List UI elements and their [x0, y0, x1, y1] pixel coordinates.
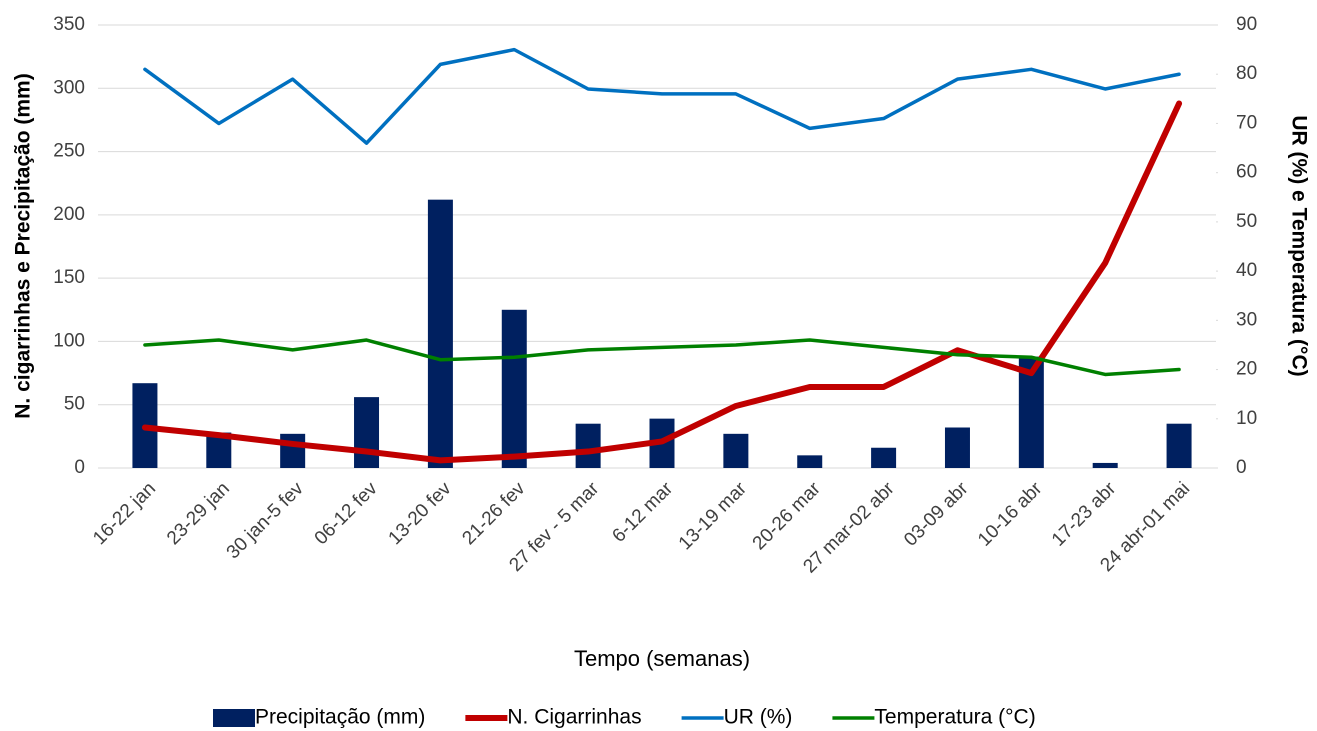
y-tick-label: 200 — [53, 204, 85, 225]
x-tick-label: 06-12 fev — [311, 478, 382, 549]
x-tick-label: 10-16 abr — [974, 478, 1047, 551]
y-tick-label: 350 — [53, 14, 85, 35]
legend-label: Temperatura (°C) — [874, 706, 1035, 729]
line — [141, 100, 1183, 464]
bar — [871, 447, 897, 468]
y-tick-label: 150 — [53, 267, 85, 288]
y-tick-label: 250 — [53, 141, 85, 162]
x-tick-label: 17-23 abr — [1048, 478, 1121, 551]
y-tick-label: 300 — [53, 77, 85, 98]
legend-swatch — [213, 709, 255, 727]
bar — [944, 427, 970, 468]
y2-axis-title: UR (%) e Temperatura (°C) — [1287, 115, 1310, 376]
y-tick-label: 0 — [74, 457, 85, 478]
y2-tick-label: 50 — [1236, 211, 1257, 232]
bar — [280, 433, 306, 468]
x-tick-label: 13-20 fev — [385, 478, 456, 549]
y2-tick-label: 30 — [1236, 309, 1257, 330]
y2-tick-label: 90 — [1236, 14, 1257, 35]
bar — [575, 423, 601, 468]
legend-label: N. Cigarrinhas — [507, 706, 641, 729]
x-tick-label: 21-26 fev — [458, 478, 529, 549]
y2-tick-label: 80 — [1236, 63, 1257, 84]
y2-tick-label: 60 — [1236, 162, 1257, 183]
bar — [501, 309, 527, 468]
legend: Precipitação (mm) N. Cigarrinhas UR (%) Tem… — [213, 706, 1036, 729]
x-tick-label: 16-22 jan — [89, 478, 160, 549]
x-tick-label: 13-19 mar — [675, 478, 752, 555]
y-tick-label: 100 — [53, 330, 85, 351]
legend-label: Precipitação (mm) — [255, 706, 425, 729]
x-tick-label: 20-26 mar — [749, 478, 826, 555]
legend-label: UR (%) — [724, 706, 793, 729]
x-axis-title: Tempo (semanas) — [574, 646, 750, 671]
line — [143, 47, 1181, 145]
line — [143, 338, 1181, 377]
x-tick-label: 6-12 mar — [608, 478, 677, 547]
bar — [354, 397, 380, 468]
y2-tick-label: 0 — [1236, 457, 1247, 478]
y-tick-label: 50 — [64, 394, 85, 415]
bar — [1092, 462, 1118, 468]
bar — [427, 199, 453, 468]
bar — [797, 455, 823, 468]
bar — [723, 433, 749, 468]
y-axis-title: N. cigarrinhas e Precipitação (mm) — [12, 73, 35, 418]
y2-tick-label: 70 — [1236, 112, 1257, 133]
x-tick-label: 03-09 abr — [900, 478, 973, 551]
y2-tick-label: 20 — [1236, 359, 1257, 380]
bar — [1166, 423, 1192, 468]
y2-tick-label: 10 — [1236, 408, 1257, 429]
x-tick-label: 23-29 jan — [163, 478, 234, 549]
y2-tick-label: 40 — [1236, 260, 1257, 281]
x-tick-label: 30 jan-5 fev — [223, 478, 308, 563]
